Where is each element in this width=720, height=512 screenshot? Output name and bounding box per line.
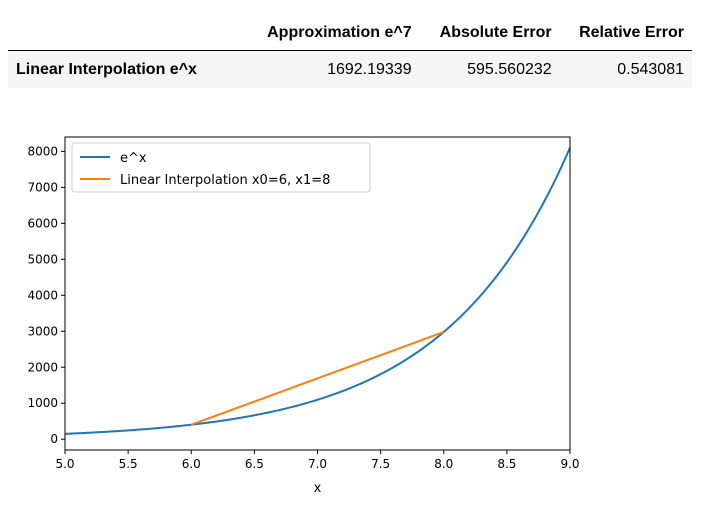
y-tick-label: 8000 (27, 144, 58, 158)
cell-approximation: 1692.19339 (244, 50, 420, 88)
table-corner-cell (8, 16, 244, 51)
y-tick-label: 6000 (27, 216, 58, 230)
x-tick-label: 6.5 (245, 457, 264, 471)
plot-lines (64, 147, 571, 435)
table-row: Linear Interpolation e^x 1692.19339 595.… (8, 50, 692, 88)
x-tick-label: 7.5 (371, 457, 390, 471)
x-tick-label: 6.0 (182, 457, 201, 471)
x-tick-label: 5.5 (119, 457, 138, 471)
plot-frame (64, 136, 571, 451)
legend-box (71, 142, 371, 193)
legend-label-interpolation: Linear Interpolation x0=6, x1=8 (120, 173, 330, 188)
x-axis: 5.0 5.5 6.0 6.5 7.0 7.5 8.0 8.5 9.0 (55, 450, 580, 471)
cell-relative-error: 0.543081 (559, 50, 692, 88)
legend: e^x Linear Interpolation x0=6, x1=8 (71, 142, 371, 193)
y-tick-label: 2000 (27, 360, 58, 374)
x-tick-label: 8.0 (434, 457, 453, 471)
y-tick-label: 5000 (27, 252, 58, 266)
y-axis: 0 1000 2000 3000 4000 5000 6000 7000 8000 (27, 144, 65, 446)
y-tick-label: 4000 (27, 288, 58, 302)
x-tick-label: 7.0 (308, 457, 327, 471)
y-tick-label: 7000 (27, 180, 58, 194)
cell-absolute-error: 595.560232 (419, 50, 560, 88)
column-header-approximation: Approximation e^7 (244, 16, 420, 51)
line-chart: 0 1000 2000 3000 4000 5000 6000 7000 8000 5.0 5.5… (27, 136, 580, 496)
series-line-exp (64, 147, 571, 435)
column-header-absolute-error: Absolute Error (419, 16, 560, 51)
y-tick-label: 1000 (27, 396, 58, 410)
column-header-relative-error: Relative Error (559, 16, 692, 51)
y-tick-label: 3000 (27, 324, 58, 338)
table-header-row: Approximation e^7 Absolute Error Relativ… (8, 16, 692, 51)
legend-label-exp: e^x (120, 151, 147, 166)
row-label: Linear Interpolation e^x (8, 50, 244, 88)
x-tick-label: 5.0 (55, 457, 74, 471)
series-line-interpolation (190, 331, 445, 426)
y-tick-label: 0 (50, 432, 58, 446)
x-tick-label: 9.0 (560, 457, 579, 471)
x-tick-label: 8.5 (497, 457, 516, 471)
chart-container: 0 1000 2000 3000 4000 5000 6000 7000 8000 5.0 5.5… (0, 112, 600, 507)
x-axis-label: x (314, 481, 322, 496)
results-table: Approximation e^7 Absolute Error Relativ… (8, 16, 692, 88)
